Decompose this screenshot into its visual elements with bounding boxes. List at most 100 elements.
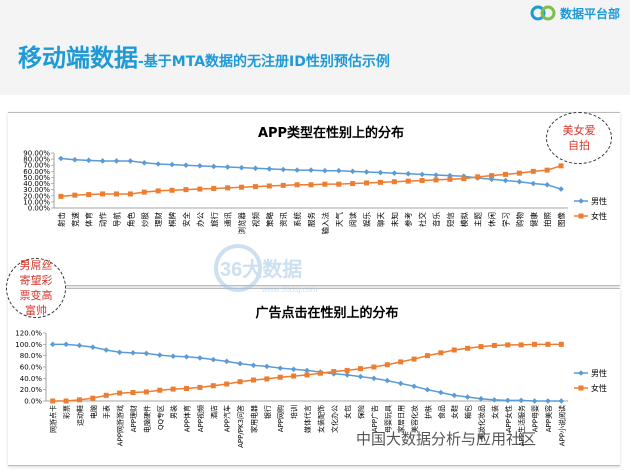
brand-logo: 数据平台部 <box>530 4 620 22</box>
female-point <box>264 376 270 382</box>
male-point <box>478 395 484 402</box>
female-point <box>252 184 258 190</box>
x-tick-label: APP/PK3问答 <box>236 405 245 448</box>
male-point <box>488 176 495 183</box>
male-point <box>558 186 564 192</box>
y-tick-label: 60.0% <box>20 364 43 372</box>
female-point <box>405 178 411 184</box>
female-point <box>141 189 147 195</box>
male-point <box>76 342 83 349</box>
female-point <box>155 188 161 194</box>
x-tick-label: 媒体代言 <box>303 405 312 433</box>
x-tick-label: 箱包 <box>464 405 473 419</box>
x-tick-label: 参考 <box>403 212 413 227</box>
x-tick-label: 棋牌 <box>167 212 177 227</box>
app-gender-chart: APP类型在性别上的分布 0.00%10.00%20.00%30.00%40.00… <box>23 125 607 235</box>
x-tick-label: 文化办公 <box>330 405 339 433</box>
y-tick-label: 60.00% <box>23 168 50 176</box>
male-point <box>266 166 273 172</box>
male-point <box>224 164 231 170</box>
female-point <box>530 168 536 174</box>
x-tick-label: 竞速 <box>70 212 80 227</box>
female-point <box>266 183 272 189</box>
male-point <box>103 347 110 353</box>
x-tick-label: 酒店 <box>209 405 218 419</box>
callout-selfie: 美女爱 自拍 <box>546 112 612 164</box>
male-point <box>544 181 550 188</box>
legend-marker-male <box>578 198 584 204</box>
female-point <box>384 362 390 368</box>
x-tick-label: 旅行 <box>209 212 219 227</box>
x-tick-label: 电脑硬件 <box>142 405 151 433</box>
male-point <box>264 363 270 370</box>
female-point <box>438 350 444 356</box>
male-point <box>558 398 565 404</box>
y-tick-label: 20.00% <box>23 192 50 200</box>
callout-selfie-line2: 自拍 <box>568 139 590 152</box>
female-point <box>532 341 538 347</box>
male-point <box>170 353 176 360</box>
x-tick-label: 安全 <box>181 212 191 227</box>
x-tick-label: 主题 <box>473 212 483 227</box>
female-point <box>225 185 231 191</box>
male-point <box>58 155 64 162</box>
watermark-url: www.36dsj.com <box>261 285 318 294</box>
male-point <box>397 380 404 387</box>
x-tick-label: 音乐 <box>431 212 441 227</box>
female-point <box>331 369 337 375</box>
female-point <box>143 389 149 395</box>
female-point <box>317 370 323 376</box>
female-point <box>183 187 189 193</box>
y-tick-label: 40.0% <box>20 375 43 383</box>
female-point <box>100 191 106 197</box>
female-point <box>358 366 364 372</box>
female-point <box>130 390 136 395</box>
x-tick-label: APP汽车 <box>223 405 232 432</box>
x-tick-label: 购物 <box>514 212 524 227</box>
callout-lottery-line4: 富帅 <box>25 304 47 317</box>
x-tick-label: 食品 <box>437 405 446 419</box>
female-point <box>50 398 56 404</box>
x-tick-label: 浏览器 <box>237 212 247 235</box>
female-point <box>127 191 133 197</box>
female-point <box>170 386 176 392</box>
x-tick-label: 短信 <box>445 212 455 227</box>
y-tick-label: 80.0% <box>20 352 43 360</box>
x-tick-label: 通讯 <box>223 212 233 227</box>
male-point <box>384 377 391 384</box>
female-point <box>184 386 190 392</box>
male-point <box>237 360 243 367</box>
male-point <box>280 166 287 173</box>
male-point <box>344 372 350 378</box>
x-tick-label: APP女性 <box>504 405 513 432</box>
x-tick-label: 办公 <box>195 212 205 227</box>
male-point <box>531 398 538 404</box>
x-tick-label: 网游点卡 <box>49 405 58 433</box>
x-tick-label: APP生活服务 <box>517 405 526 446</box>
y-tick-label: 0.00% <box>28 205 51 213</box>
male-point <box>156 352 163 358</box>
female-point <box>211 185 217 191</box>
x-tick-label: 输入法 <box>320 212 330 235</box>
y-tick-label: 10.00% <box>23 198 50 206</box>
female-point <box>294 182 300 188</box>
infinity-logo-icon <box>530 5 556 21</box>
male-point <box>252 165 259 172</box>
watermark-text: 中国大数据分析与应用社区 <box>356 430 537 448</box>
female-point <box>398 359 404 365</box>
x-tick-label: 母婴玩具 <box>384 405 392 433</box>
male-point <box>308 167 314 173</box>
female-point <box>237 379 243 385</box>
female-point <box>103 392 109 398</box>
male-point <box>545 398 551 404</box>
x-tick-label: 娱乐 <box>362 212 372 227</box>
female-point <box>157 387 163 393</box>
x-tick-label: 男装 <box>169 405 178 419</box>
y-tick-label: 40.00% <box>23 180 50 188</box>
female-point <box>544 167 550 173</box>
x-tick-label: 阅读 <box>348 212 358 227</box>
female-point <box>461 176 467 182</box>
x-tick-label: APP广告 <box>370 405 379 432</box>
female-point <box>304 372 310 378</box>
male-point <box>419 171 425 178</box>
